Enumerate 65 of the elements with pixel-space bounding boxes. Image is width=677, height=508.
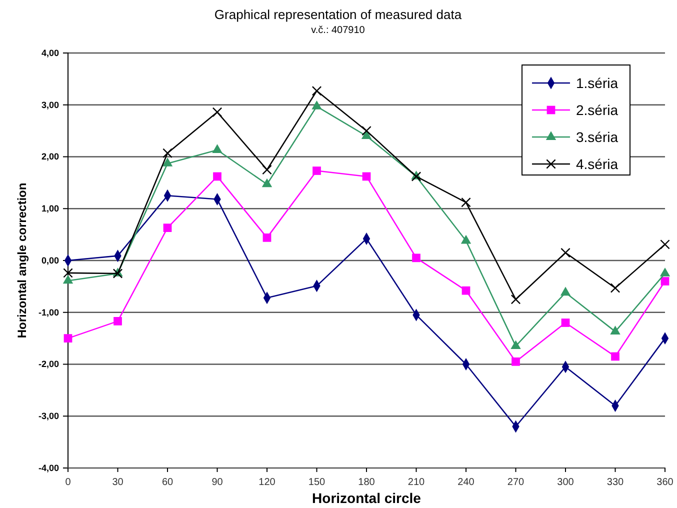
x-axis-title: Horizontal circle [312, 490, 422, 506]
y-tick-label: 0,00 [41, 255, 59, 266]
point [512, 357, 520, 366]
x-tick-label: 240 [458, 477, 475, 488]
point [561, 318, 570, 327]
point [361, 130, 372, 139]
point [62, 274, 74, 284]
chart-subtitle: v.č.: 407910 [311, 25, 366, 36]
point [560, 286, 571, 296]
point [63, 268, 73, 278]
point [162, 148, 172, 158]
point [510, 294, 521, 304]
x-tick-label: 180 [358, 477, 376, 488]
point [312, 100, 322, 110]
y-tick-label: 1,00 [41, 204, 59, 214]
point [362, 172, 371, 181]
point [560, 248, 570, 258]
point [461, 198, 471, 208]
x-tick-label: 300 [557, 477, 574, 488]
point [212, 144, 222, 153]
x-tick-label: 0 [65, 477, 72, 488]
point [510, 340, 521, 350]
legend-label: 3.séria [576, 129, 618, 145]
point [660, 268, 670, 276]
legend-label: 1.séria [576, 75, 618, 91]
point [262, 233, 272, 242]
x-tick-label: 90 [212, 477, 224, 488]
point [312, 86, 322, 96]
x-tick-label: 210 [408, 477, 426, 488]
point [213, 172, 222, 181]
point [660, 240, 670, 250]
point [312, 166, 321, 175]
y-tick-label: 4,00 [41, 48, 59, 58]
y-axis-title: Horizontal angle correction [15, 182, 29, 338]
point [212, 107, 222, 118]
x-tick-label: 150 [308, 477, 326, 488]
point [114, 317, 122, 326]
y-tick-label: -2,00 [38, 359, 59, 370]
x-tick-label: 270 [507, 477, 525, 488]
point [660, 277, 670, 286]
point [362, 126, 372, 136]
y-tick-label: 3,00 [41, 100, 59, 110]
x-tick-label: 360 [656, 477, 674, 488]
y-tick-label: 2,00 [41, 152, 59, 162]
point [610, 326, 620, 335]
chart-title: Graphical representation of measured data [214, 7, 462, 22]
point [262, 178, 272, 188]
point [162, 158, 173, 166]
x-tick-label: 60 [162, 477, 174, 488]
y-tick-label: -1,00 [38, 307, 59, 318]
point [163, 224, 172, 232]
x-tick-label: 30 [112, 477, 124, 488]
x-tick-label: 330 [606, 477, 624, 488]
point [460, 234, 472, 244]
legend-label: 4.séria [576, 156, 618, 172]
point [611, 352, 620, 361]
point [64, 334, 72, 342]
point [610, 283, 620, 293]
point [262, 164, 272, 175]
y-tick-label: -3,00 [38, 411, 59, 422]
point [412, 254, 420, 262]
y-tick-label: -4,00 [38, 462, 59, 473]
x-tick-label: 120 [258, 477, 276, 488]
legend-label: 2.séria [576, 102, 618, 118]
point [462, 286, 470, 295]
